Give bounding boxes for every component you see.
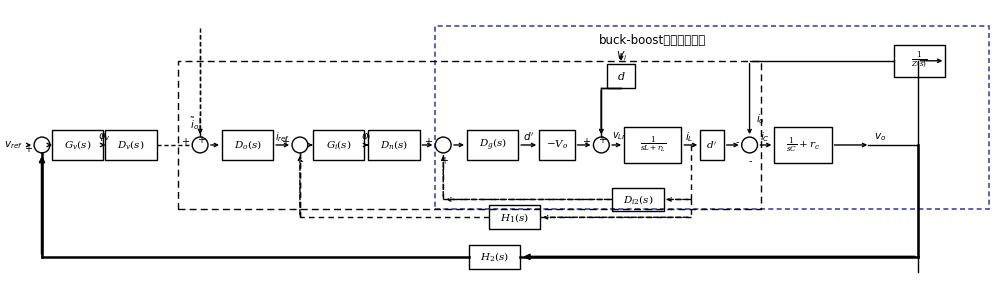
Bar <box>774 127 832 163</box>
Text: +: + <box>24 144 32 154</box>
Text: $H_2(s)$: $H_2(s)$ <box>480 250 509 263</box>
Text: $v_o$: $v_o$ <box>874 131 886 143</box>
Text: -: - <box>749 156 752 166</box>
Bar <box>52 130 103 160</box>
Text: $v_{Lr}$: $v_{Lr}$ <box>612 130 627 142</box>
Text: $\frac{1}{sC}+r_c$: $\frac{1}{sC}+r_c$ <box>786 135 820 155</box>
Text: $D_v(s)$: $D_v(s)$ <box>117 138 145 152</box>
Bar <box>469 245 520 269</box>
Text: $D_{i2}(s)$: $D_{i2}(s)$ <box>623 193 653 206</box>
Bar <box>700 130 724 160</box>
Text: +: + <box>181 137 189 147</box>
Text: $G_i(s)$: $G_i(s)$ <box>326 138 351 152</box>
Bar <box>894 45 945 77</box>
Text: -: - <box>41 157 45 167</box>
Bar <box>313 130 364 160</box>
Text: +: + <box>281 137 289 147</box>
Bar <box>467 130 518 160</box>
Bar <box>178 61 761 209</box>
Text: $i_L$: $i_L$ <box>685 130 694 144</box>
Bar <box>105 130 157 160</box>
Text: $H_1(s)$: $H_1(s)$ <box>500 211 529 224</box>
Text: $D_o(s)$: $D_o(s)$ <box>234 138 261 152</box>
Text: $D_n(s)$: $D_n(s)$ <box>380 138 408 152</box>
Text: $d$: $d$ <box>617 70 625 82</box>
Text: $v_{ref}$: $v_{ref}$ <box>4 139 23 151</box>
Text: +: + <box>424 137 432 147</box>
Text: +: + <box>197 135 205 145</box>
Text: $\frac{1}{sL+r_L}$: $\frac{1}{sL+r_L}$ <box>640 135 666 155</box>
Text: $d'$: $d'$ <box>523 131 535 143</box>
Text: $\frac{1}{Z(s)}$: $\frac{1}{Z(s)}$ <box>911 50 928 71</box>
Text: $i_o$: $i_o$ <box>756 112 764 126</box>
Text: +: + <box>440 156 448 166</box>
Text: $i_{ref}$: $i_{ref}$ <box>275 130 290 144</box>
Text: $d'$: $d'$ <box>706 139 718 151</box>
Bar <box>489 205 540 229</box>
Text: +: + <box>598 135 606 145</box>
Bar <box>607 64 635 88</box>
Text: +: + <box>582 137 590 147</box>
Text: $V_i$: $V_i$ <box>616 49 627 63</box>
Bar <box>624 127 681 163</box>
Text: $\varphi_v$: $\varphi_v$ <box>98 131 111 143</box>
Text: $\tilde{i}_o$: $\tilde{i}_o$ <box>190 115 200 132</box>
Bar <box>539 130 575 160</box>
Text: $G_v(s)$: $G_v(s)$ <box>64 138 91 152</box>
Bar <box>368 130 420 160</box>
Bar <box>435 26 989 209</box>
Bar <box>222 130 273 160</box>
Text: -: - <box>299 156 303 166</box>
Text: $D_g(s)$: $D_g(s)$ <box>479 137 507 153</box>
Text: $\varphi_i$: $\varphi_i$ <box>361 131 371 143</box>
Text: $-V_o$: $-V_o$ <box>546 139 568 151</box>
Text: buck-boost变换器方框图: buck-boost变换器方框图 <box>599 33 706 47</box>
Text: -: - <box>735 137 739 147</box>
Text: $i_C$: $i_C$ <box>760 130 770 144</box>
Bar <box>612 188 664 211</box>
